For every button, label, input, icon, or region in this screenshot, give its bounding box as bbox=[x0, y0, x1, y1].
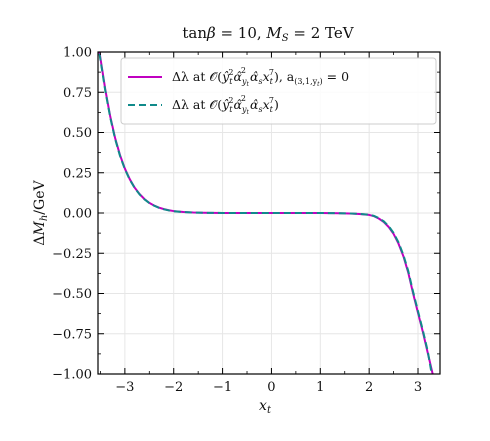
x-tick-label: 3 bbox=[414, 380, 422, 395]
y-tick-label: −0.50 bbox=[52, 287, 92, 302]
legend-label-1: Δλ at 𝒪(ŷt2α̂yt2 α̂sxt7), a(3,1,yt) = 0 bbox=[172, 66, 349, 88]
y-tick-label: −0.25 bbox=[52, 247, 92, 262]
y-tick-label: 0.75 bbox=[63, 86, 92, 101]
series-layer bbox=[98, 52, 434, 374]
chart-title: tanβ = 10, MS = 2 TeV bbox=[182, 24, 354, 44]
x-tick-label: 0 bbox=[267, 380, 275, 395]
y-tick-label: 0.00 bbox=[63, 207, 92, 222]
series-line-1 bbox=[98, 52, 434, 374]
x-tick-label: −2 bbox=[164, 380, 183, 395]
y-tick-label: 1.00 bbox=[63, 46, 92, 61]
y-tick-label: −1.00 bbox=[52, 368, 92, 383]
legend-box bbox=[120, 57, 437, 125]
x-tick-label: 2 bbox=[365, 380, 373, 395]
legend-label-2: Δλ at 𝒪(ŷt2α̂yt2 α̂sxt7) bbox=[172, 94, 279, 116]
legend: Δλ at 𝒪(ŷt2α̂yt2 α̂sxt7), a(3,1,yt) = 0 Δ… bbox=[120, 57, 437, 125]
axes: −3 −2 −1 0 1 2 3 −1.00 −0.75 −0.50 −0.25 0.00 0.25 0.… bbox=[52, 46, 441, 395]
series-line-2 bbox=[98, 53, 433, 374]
x-axis-title: xt bbox=[259, 398, 272, 416]
y-tick-label: −0.75 bbox=[52, 327, 92, 342]
x-tick-label: 1 bbox=[316, 380, 324, 395]
y-tick-label: 0.50 bbox=[63, 126, 92, 141]
y-tick-label: 0.25 bbox=[63, 166, 92, 181]
x-tick-label: −1 bbox=[213, 380, 232, 395]
y-axis-title: ΔMh/GeV bbox=[32, 180, 50, 246]
x-tick-label: −3 bbox=[115, 380, 134, 395]
